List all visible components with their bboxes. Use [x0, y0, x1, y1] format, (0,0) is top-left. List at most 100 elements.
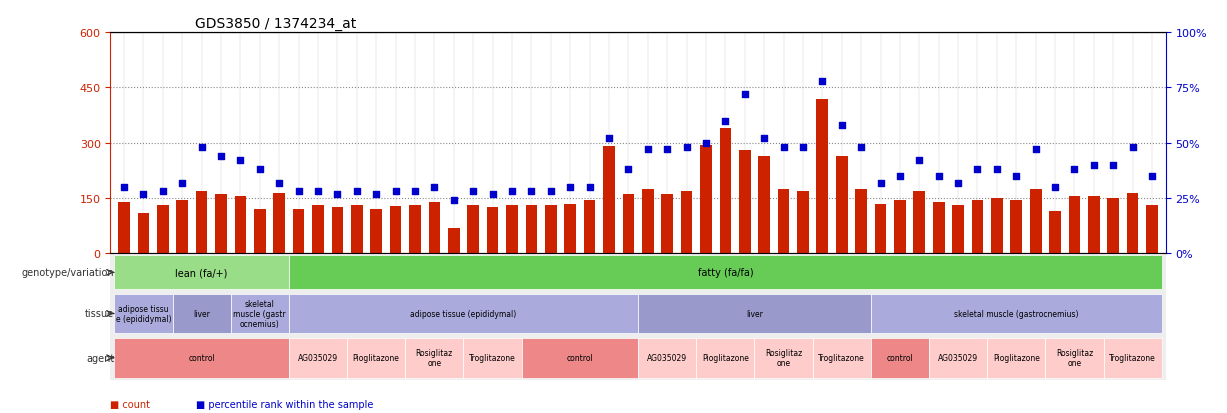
Bar — [758, 156, 769, 254]
Bar — [1049, 211, 1061, 254]
Bar — [448, 228, 460, 254]
Point — [1026, 147, 1045, 153]
Point — [774, 145, 794, 151]
Bar — [812, 338, 871, 378]
Point — [1142, 173, 1162, 180]
Text: Troglitazone: Troglitazone — [469, 354, 515, 362]
Point — [444, 197, 464, 204]
Bar — [545, 206, 557, 254]
Point — [618, 166, 638, 173]
Point — [231, 158, 250, 164]
Bar — [390, 207, 401, 254]
Point — [367, 191, 387, 197]
Bar — [114, 294, 173, 334]
Point — [948, 180, 968, 186]
Bar — [118, 202, 130, 254]
Bar — [871, 294, 1162, 334]
Bar — [622, 195, 634, 254]
Text: ■ count: ■ count — [110, 399, 151, 409]
Text: Rosiglitaz
one: Rosiglitaz one — [1056, 348, 1093, 368]
Bar — [991, 199, 1002, 254]
Point — [1085, 162, 1104, 169]
Bar — [288, 256, 1162, 290]
Point — [579, 184, 599, 191]
Text: lean (fa/+): lean (fa/+) — [175, 268, 228, 278]
Point — [832, 123, 852, 129]
Point — [929, 173, 948, 180]
Text: liver: liver — [746, 309, 763, 318]
Point — [250, 166, 270, 173]
Bar — [929, 338, 988, 378]
Point — [328, 191, 347, 197]
Bar — [1126, 193, 1139, 254]
Bar — [487, 208, 498, 254]
Bar — [288, 294, 638, 334]
Point — [385, 189, 405, 195]
Bar — [1029, 190, 1042, 254]
Text: AG035029: AG035029 — [298, 354, 339, 362]
Point — [968, 166, 988, 173]
Bar — [871, 338, 929, 378]
Text: adipose tissue (epididymal): adipose tissue (epididymal) — [410, 309, 517, 318]
Point — [735, 92, 755, 98]
Point — [153, 189, 173, 195]
Point — [638, 147, 658, 153]
Text: control: control — [188, 354, 215, 362]
Point — [521, 189, 541, 195]
Bar — [177, 200, 188, 254]
Bar — [428, 202, 440, 254]
Bar — [972, 200, 983, 254]
Bar — [719, 129, 731, 254]
Point — [425, 184, 444, 191]
Text: Troglitazone: Troglitazone — [1109, 354, 1156, 362]
Bar — [739, 151, 751, 254]
Point — [405, 189, 425, 195]
Point — [909, 158, 929, 164]
Point — [464, 189, 483, 195]
Point — [755, 136, 774, 142]
Bar — [1146, 206, 1158, 254]
Bar — [114, 338, 288, 378]
Bar — [196, 191, 207, 254]
Text: agent: agent — [86, 353, 114, 363]
Bar — [755, 338, 812, 378]
Point — [1123, 145, 1142, 151]
Bar — [351, 206, 363, 254]
Bar — [506, 206, 518, 254]
Bar — [293, 210, 304, 254]
Bar — [988, 338, 1045, 378]
Text: ■ percentile rank within the sample: ■ percentile rank within the sample — [196, 399, 374, 409]
Point — [270, 180, 290, 186]
Text: skeletal
muscle (gastr
ocnemius): skeletal muscle (gastr ocnemius) — [233, 299, 286, 329]
Text: Troglitazone: Troglitazone — [818, 354, 865, 362]
Point — [1006, 173, 1026, 180]
Point — [658, 147, 677, 153]
Point — [134, 191, 153, 197]
Bar — [254, 210, 265, 254]
Point — [599, 136, 618, 142]
Bar — [778, 190, 789, 254]
Bar — [1045, 338, 1103, 378]
Bar — [157, 206, 168, 254]
Text: skeletal muscle (gastrocnemius): skeletal muscle (gastrocnemius) — [955, 309, 1079, 318]
Bar — [331, 208, 344, 254]
Bar — [913, 191, 925, 254]
Bar — [409, 205, 421, 254]
Bar — [836, 156, 848, 254]
Text: tissue: tissue — [85, 309, 114, 319]
Text: AG035029: AG035029 — [647, 354, 687, 362]
Bar — [952, 206, 964, 254]
Point — [502, 189, 521, 195]
Point — [541, 189, 561, 195]
Point — [1103, 162, 1123, 169]
Bar — [642, 190, 654, 254]
Text: control: control — [887, 354, 913, 362]
Bar — [604, 147, 615, 254]
Bar — [215, 195, 227, 254]
Point — [288, 189, 308, 195]
Text: Pioglitazone: Pioglitazone — [352, 354, 400, 362]
Point — [1045, 184, 1065, 191]
Bar — [798, 191, 809, 254]
Point — [482, 191, 502, 197]
Bar — [564, 204, 575, 254]
